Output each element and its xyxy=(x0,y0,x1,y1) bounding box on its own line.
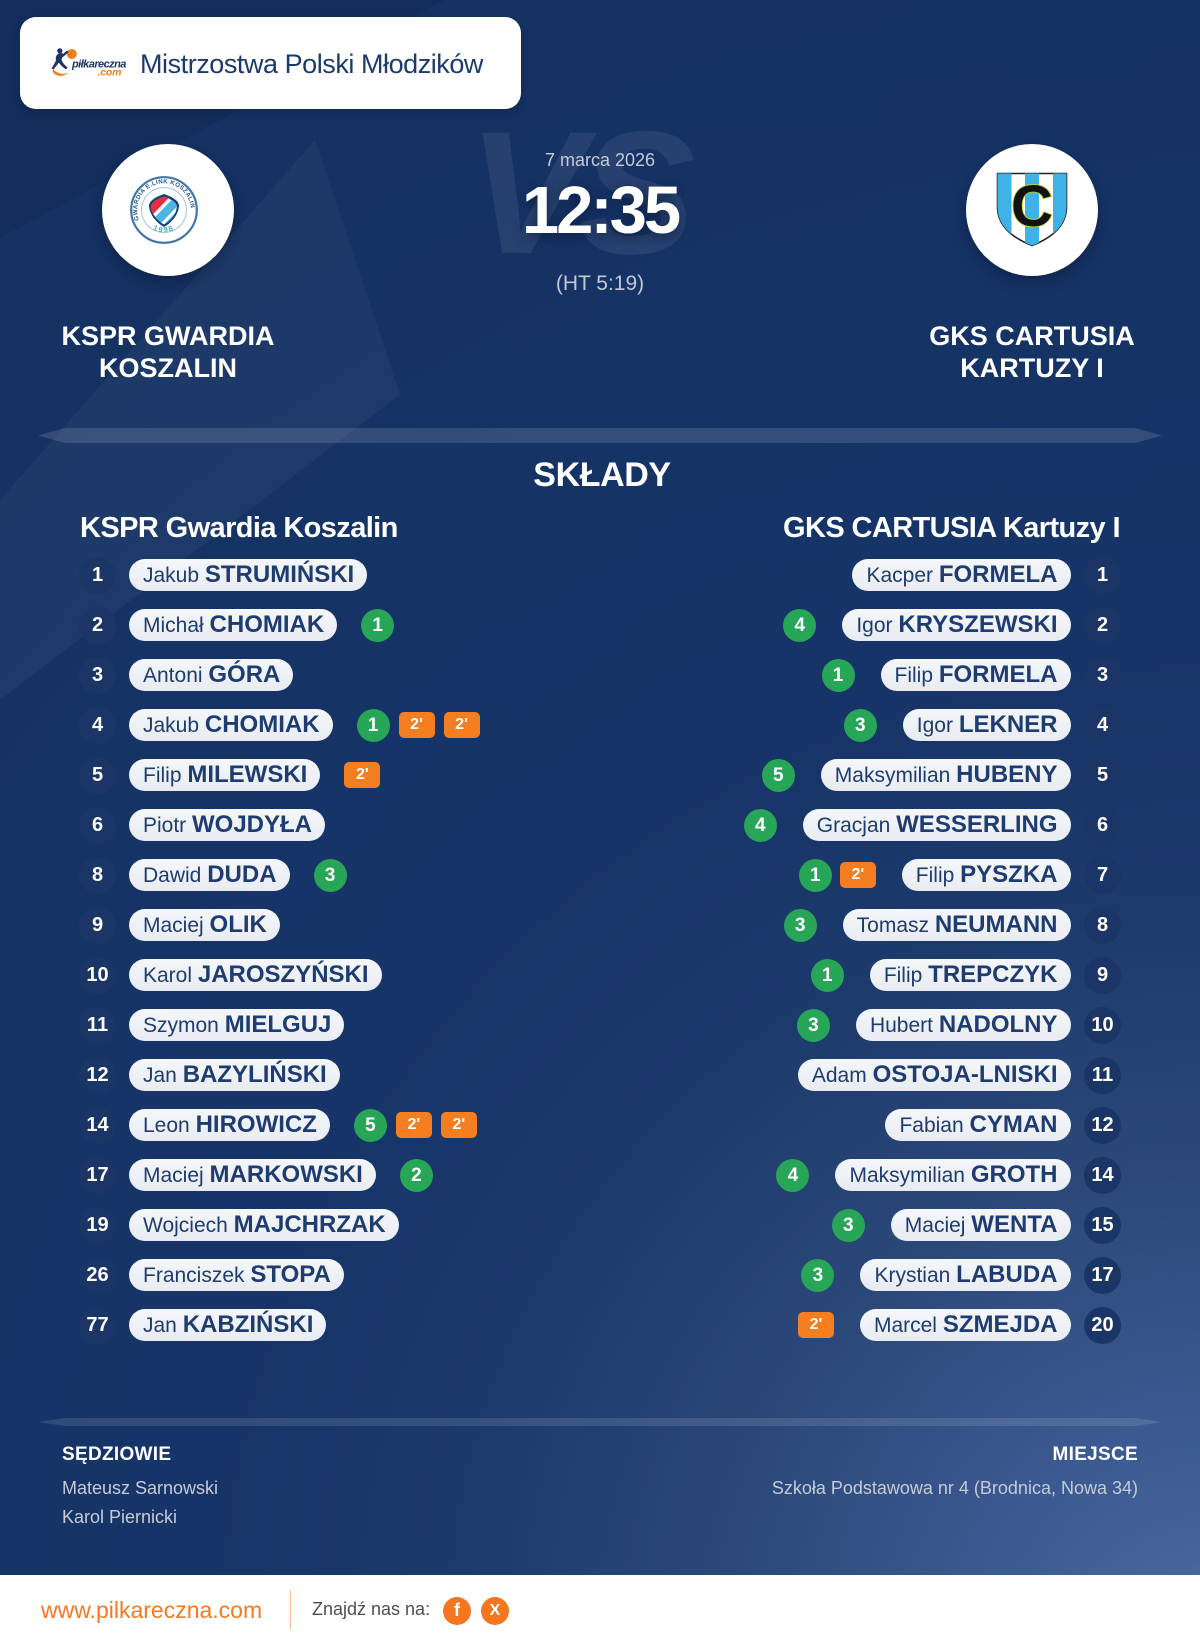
svg-text:C: C xyxy=(1011,174,1053,239)
svg-text:.com: .com xyxy=(98,67,122,79)
svg-text:piłkareczna: piłkareczna xyxy=(71,59,126,71)
svg-text:1998: 1998 xyxy=(152,223,176,235)
